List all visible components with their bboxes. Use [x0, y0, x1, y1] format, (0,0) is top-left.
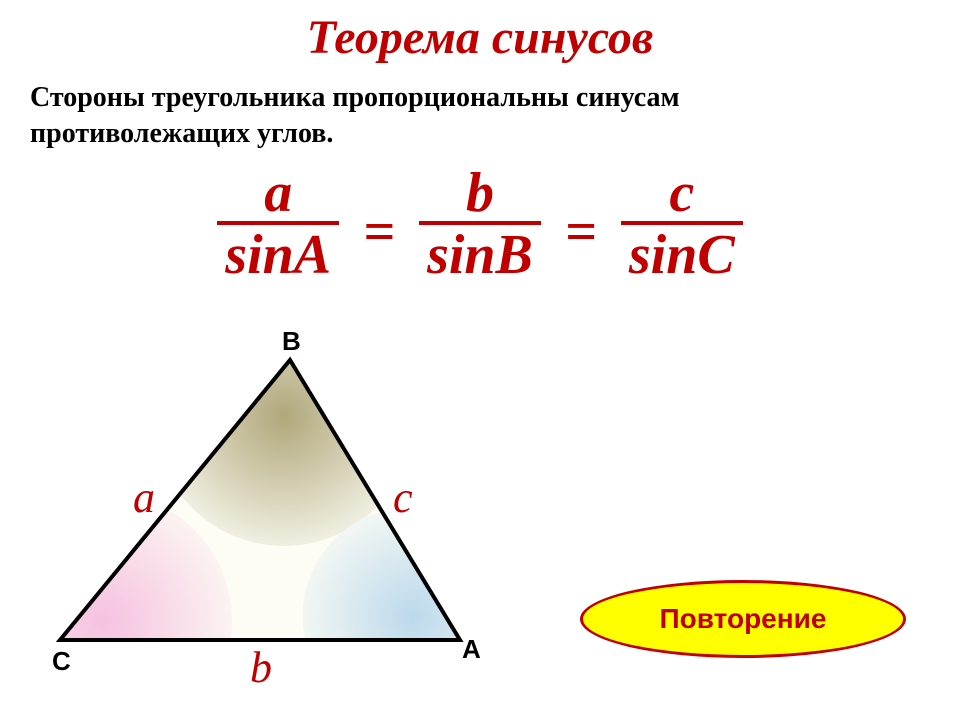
- statement-line-1: Стороны треугольника пропорциональны син…: [30, 82, 680, 113]
- vertex-label-C: C: [52, 646, 71, 677]
- vertex-label-B: B: [282, 326, 301, 357]
- vertex-label-A: A: [462, 634, 481, 665]
- equals-sign: =: [363, 200, 395, 264]
- fraction-b: b sinB: [419, 165, 541, 287]
- law-of-sines-formula: a sinA = b sinB = c sinC: [0, 165, 960, 287]
- numerator-b: b: [419, 165, 541, 221]
- repeat-badge[interactable]: Повторение: [580, 580, 906, 658]
- fraction-a: a sinA: [217, 165, 339, 287]
- side-label-a: a: [133, 472, 155, 523]
- theorem-statement: Стороны треугольника пропорциональны син…: [30, 80, 930, 153]
- side-label-b: b: [250, 642, 272, 693]
- numerator-a: a: [217, 165, 339, 221]
- denominator-sinA: sinA: [217, 221, 339, 287]
- equals-sign: =: [565, 200, 597, 264]
- side-label-c: c: [393, 472, 413, 523]
- fraction-c: c sinC: [621, 165, 743, 287]
- denominator-sinB: sinB: [419, 221, 541, 287]
- page-title: Теорема синусов: [0, 10, 960, 65]
- numerator-c: c: [621, 165, 743, 221]
- denominator-sinC: sinC: [621, 221, 743, 287]
- statement-line-2: противолежащих углов.: [30, 118, 333, 149]
- triangle-diagram: B A C a c b: [40, 340, 500, 700]
